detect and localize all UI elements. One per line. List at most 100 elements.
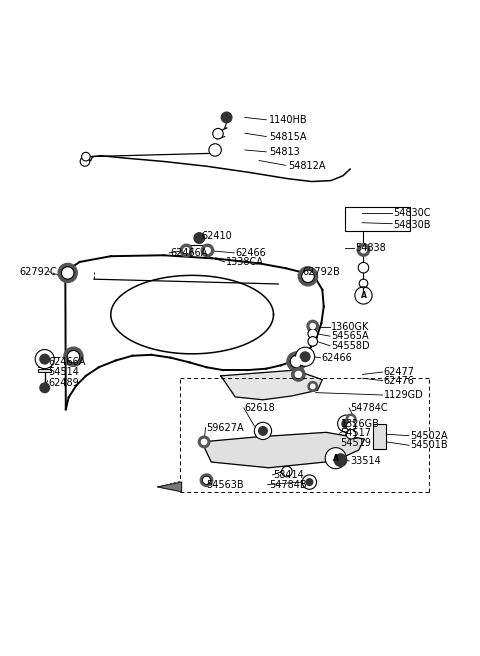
Circle shape	[307, 320, 319, 332]
Text: 54563B: 54563B	[206, 480, 244, 489]
Circle shape	[204, 478, 209, 483]
Circle shape	[296, 347, 315, 366]
Circle shape	[80, 157, 90, 166]
Circle shape	[204, 248, 210, 253]
Text: 1360GK: 1360GK	[331, 321, 369, 331]
Text: 62476: 62476	[384, 376, 414, 386]
Text: 54812A: 54812A	[288, 161, 325, 171]
Text: 33514: 33514	[350, 456, 381, 466]
Text: 54784C: 54784C	[350, 403, 388, 413]
Circle shape	[290, 356, 303, 368]
Text: 62618: 62618	[245, 403, 276, 413]
Circle shape	[67, 350, 80, 363]
Circle shape	[183, 248, 189, 253]
Circle shape	[349, 417, 353, 421]
Bar	[38, 364, 51, 367]
Text: 1140HB: 1140HB	[269, 115, 307, 125]
Circle shape	[282, 466, 292, 477]
Circle shape	[292, 368, 305, 381]
Polygon shape	[202, 432, 364, 468]
Circle shape	[209, 144, 221, 156]
Text: 54838: 54838	[355, 243, 385, 253]
Text: 54815A: 54815A	[269, 132, 306, 142]
Bar	[345, 207, 410, 232]
Text: 1326GB: 1326GB	[340, 419, 379, 429]
Circle shape	[58, 264, 77, 283]
Circle shape	[311, 384, 315, 388]
Text: 62466: 62466	[235, 248, 266, 258]
Text: 1338CA: 1338CA	[226, 257, 264, 267]
Circle shape	[203, 476, 210, 484]
Circle shape	[302, 270, 314, 283]
Circle shape	[310, 323, 315, 329]
Bar	[373, 424, 386, 449]
Text: 54784B: 54784B	[269, 480, 306, 489]
Circle shape	[287, 352, 306, 371]
Text: 62410: 62410	[202, 231, 232, 241]
Text: 54558D: 54558D	[331, 340, 370, 351]
Circle shape	[64, 347, 83, 366]
Circle shape	[40, 383, 49, 392]
Circle shape	[63, 269, 72, 277]
Text: 54830B: 54830B	[393, 220, 431, 230]
Text: A: A	[360, 291, 366, 300]
Text: 62466A: 62466A	[170, 248, 208, 258]
Circle shape	[346, 430, 356, 439]
Circle shape	[254, 422, 272, 440]
Text: 54502A: 54502A	[410, 431, 447, 441]
Circle shape	[194, 233, 204, 243]
Text: 54514: 54514	[48, 367, 79, 377]
Text: 54501B: 54501B	[410, 440, 447, 450]
Circle shape	[358, 262, 369, 273]
Text: 54565A: 54565A	[331, 331, 369, 341]
Text: 62477: 62477	[384, 367, 415, 377]
Text: 54830C: 54830C	[393, 208, 431, 218]
Circle shape	[69, 352, 78, 361]
Circle shape	[61, 267, 74, 279]
Circle shape	[295, 371, 301, 377]
Text: 1129GD: 1129GD	[384, 390, 423, 400]
Text: 62792B: 62792B	[302, 266, 340, 277]
Text: 54517: 54517	[340, 428, 372, 438]
Circle shape	[198, 436, 210, 447]
Circle shape	[40, 354, 49, 364]
Circle shape	[346, 421, 356, 431]
Circle shape	[346, 414, 356, 424]
Circle shape	[299, 267, 318, 286]
Circle shape	[306, 479, 313, 485]
Circle shape	[35, 350, 54, 369]
Circle shape	[357, 244, 370, 256]
Text: 62489: 62489	[48, 378, 79, 388]
Circle shape	[202, 440, 207, 445]
Circle shape	[308, 382, 318, 391]
Text: 62466A: 62466A	[48, 356, 86, 367]
Text: A: A	[333, 454, 339, 462]
Circle shape	[304, 272, 312, 281]
Polygon shape	[157, 482, 181, 492]
Circle shape	[325, 447, 346, 468]
Circle shape	[302, 475, 317, 489]
Circle shape	[308, 329, 318, 338]
Polygon shape	[221, 370, 323, 400]
Circle shape	[213, 129, 223, 139]
Circle shape	[292, 358, 301, 366]
Circle shape	[359, 279, 368, 288]
Circle shape	[300, 352, 310, 361]
Text: 62466: 62466	[322, 353, 352, 363]
Circle shape	[180, 244, 192, 256]
Circle shape	[308, 337, 318, 346]
Circle shape	[82, 152, 90, 161]
Circle shape	[259, 426, 267, 435]
Text: 54813: 54813	[269, 147, 300, 157]
Bar	[38, 369, 51, 372]
Circle shape	[334, 454, 347, 466]
Text: 54519: 54519	[340, 438, 372, 448]
Circle shape	[200, 474, 213, 486]
Circle shape	[201, 244, 214, 256]
Circle shape	[360, 247, 366, 253]
Text: 59627A: 59627A	[206, 422, 244, 432]
Text: 62792C: 62792C	[20, 266, 58, 277]
Circle shape	[342, 419, 350, 428]
Circle shape	[337, 415, 355, 432]
Text: 58414: 58414	[274, 470, 304, 480]
